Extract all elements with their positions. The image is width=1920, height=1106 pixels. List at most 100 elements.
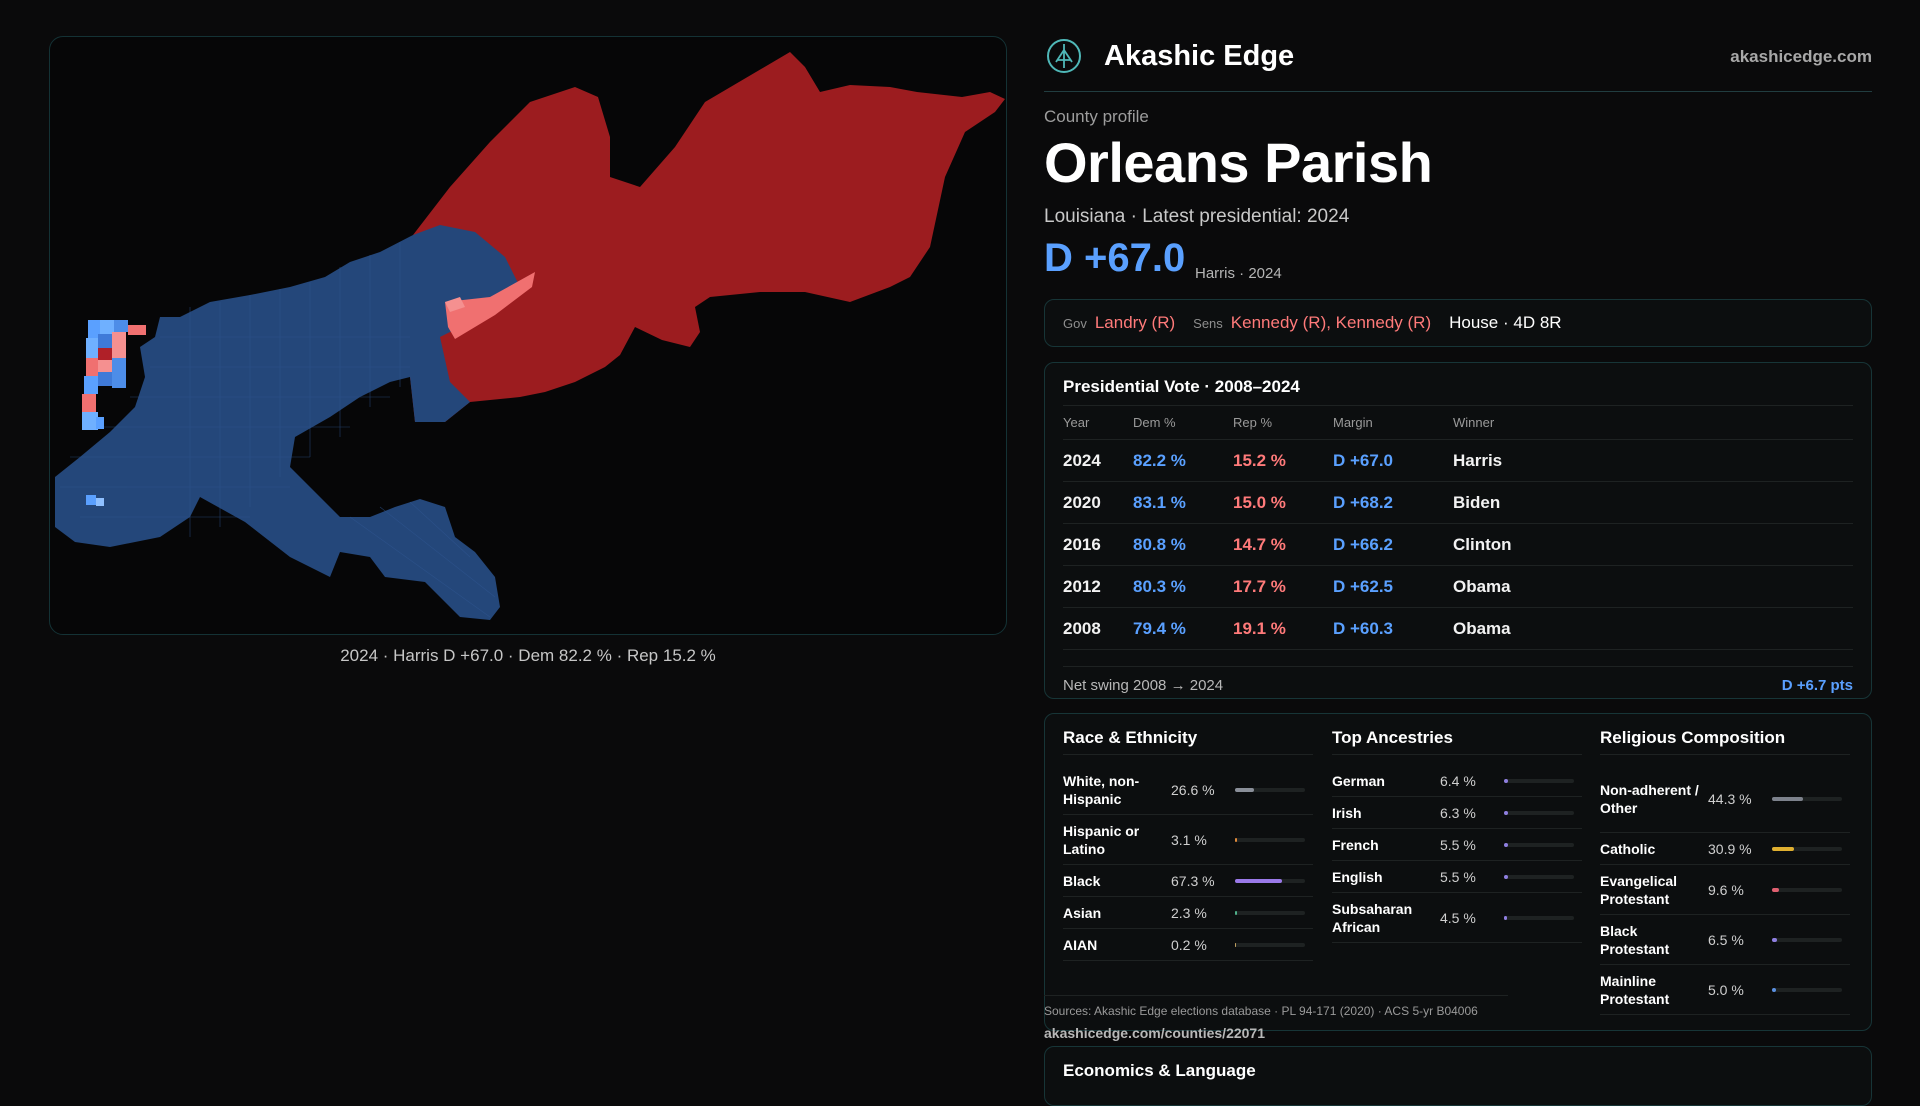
race-column: Race & Ethnicity White, non-Hispanic 26.6… (1063, 728, 1313, 961)
profile-subtitle: Louisiana · Latest presidential: 2024 (1044, 206, 1350, 227)
demo-bar-fill (1504, 778, 1509, 783)
demo-bar-track (1504, 778, 1574, 783)
map-west-edge-precincts[interactable] (82, 320, 146, 506)
cell-margin: D +67.0 (1333, 439, 1453, 482)
demo-row: Hispanic or Latino 3.1 % (1063, 815, 1313, 865)
demo-row-pct: 6.5 % (1708, 931, 1744, 948)
presidential-vote-table: Year Dem % Rep % Margin Winner 2024 82.2… (1063, 405, 1853, 650)
house-delegation: House · 4D 8R (1449, 313, 1562, 332)
demo-bar-fill (1235, 787, 1254, 792)
demo-row-label: Non-adherent / Other (1600, 781, 1699, 816)
demo-bar-fill (1772, 796, 1803, 801)
demo-bar-track (1235, 942, 1305, 947)
demo-row-pct: 26.6 % (1171, 781, 1215, 798)
demo-row: White, non-Hispanic 26.6 % (1063, 765, 1313, 815)
demo-bar-fill (1504, 915, 1508, 920)
cell-rep: 19.1 % (1233, 607, 1333, 650)
demo-row-label: German (1332, 772, 1385, 789)
map-region-dem-west[interactable] (55, 225, 520, 620)
table-row[interactable]: 2016 80.8 % 14.7 % D +66.2 Clinton (1063, 523, 1853, 566)
table-row[interactable]: 2012 80.3 % 17.7 % D +62.5 Obama (1063, 565, 1853, 608)
senators-value: Kennedy (R), Kennedy (R) (1230, 313, 1432, 332)
religion-column: Religious Composition Non-adherent / Oth… (1600, 728, 1850, 1015)
cell-margin: D +60.3 (1333, 607, 1453, 650)
demo-bar-track (1235, 837, 1305, 842)
demo-row-label: Evangelical Protestant (1600, 872, 1678, 907)
cell-dem: 82.2 % (1133, 439, 1233, 482)
demo-row-pct: 0.2 % (1171, 936, 1207, 953)
demo-row-pct: 5.0 % (1708, 981, 1744, 998)
col-header-year: Year (1063, 405, 1133, 440)
demo-row: Mainline Protestant 5.0 % (1600, 965, 1850, 1015)
demo-row-pct: 6.4 % (1440, 772, 1476, 789)
demo-bar-fill (1504, 842, 1508, 847)
presidential-vote-card: Presidential Vote · 2008–2024 Year Dem %… (1044, 362, 1872, 699)
table-row[interactable]: 2020 83.1 % 15.0 % D +68.2 Biden (1063, 481, 1853, 524)
demo-bar-track (1235, 878, 1305, 883)
map-precinct-rep-small[interactable] (445, 297, 465, 312)
county-profile-panel: Akashic Edge akashicedge.com County prof… (1044, 0, 1872, 1106)
sources-note: Sources: Akashic Edge elections database… (1044, 995, 1508, 1018)
demo-bar-track (1772, 987, 1842, 992)
cell-margin: D +62.5 (1333, 565, 1453, 608)
cell-year: 2020 (1063, 481, 1133, 524)
economics-card: Economics & Language (1044, 1046, 1872, 1106)
demo-row: Catholic 30.9 % (1600, 833, 1850, 865)
col-header-rep: Rep % (1233, 405, 1333, 440)
cell-rep: 15.2 % (1233, 439, 1333, 482)
margin-note: Harris · 2024 (1195, 265, 1282, 282)
demo-row-label: Catholic (1600, 840, 1656, 857)
map-region-rep-east[interactable] (410, 52, 1005, 422)
precinct-map[interactable] (50, 37, 1007, 635)
cell-rep: 15.0 % (1233, 481, 1333, 524)
demo-bar-fill (1504, 810, 1509, 815)
demo-row-label: Black (1063, 872, 1101, 889)
demo-row: Evangelical Protestant 9.6 % (1600, 865, 1850, 915)
demo-bar-track (1772, 937, 1842, 942)
demo-bar-fill (1772, 987, 1776, 992)
col-header-winner: Winner (1453, 405, 1853, 440)
cell-year: 2012 (1063, 565, 1133, 608)
table-row[interactable]: 2008 79.4 % 19.1 % D +60.3 Obama (1063, 607, 1853, 650)
cell-dem: 83.1 % (1133, 481, 1233, 524)
demo-bar-fill (1772, 846, 1794, 851)
page-title: Orleans Parish (1044, 131, 1433, 194)
governor-value: Landry (R) (1094, 313, 1176, 332)
demo-bar-fill (1235, 910, 1237, 915)
demo-bar-track (1504, 810, 1574, 815)
col-header-margin: Margin (1333, 405, 1453, 440)
demo-bar-track (1772, 796, 1842, 801)
cell-margin: D +68.2 (1333, 481, 1453, 524)
county-map[interactable] (49, 36, 1007, 635)
brand-name: Akashic Edge (1104, 40, 1295, 72)
net-swing-value: D +6.7 pts (1781, 677, 1853, 694)
cell-dem: 79.4 % (1133, 607, 1233, 650)
brand-header: Akashic Edge akashicedge.com (1044, 34, 1872, 92)
economics-title: Economics & Language (1063, 1061, 1256, 1080)
gov-label: Gov (1063, 316, 1087, 331)
ancestry-title: Top Ancestries (1332, 728, 1582, 755)
demo-bar-track (1504, 915, 1574, 920)
demo-bar-track (1504, 874, 1574, 879)
demo-row-label: Asian (1063, 904, 1102, 921)
demo-row-pct: 67.3 % (1171, 872, 1215, 889)
sens-label: Sens (1193, 316, 1223, 331)
religion-title: Religious Composition (1600, 728, 1850, 755)
demo-row: Asian 2.3 % (1063, 897, 1313, 929)
demo-row-pct: 9.6 % (1708, 881, 1744, 898)
ancestry-column: Top Ancestries German 6.4 % Irish 6.3 % Fren… (1332, 728, 1582, 943)
demo-bar-fill (1772, 937, 1777, 942)
source-url[interactable]: akashicedge.com/counties/22071 (1044, 1025, 1265, 1041)
cell-winner: Obama (1453, 565, 1853, 608)
cell-year: 2016 (1063, 523, 1133, 566)
demo-row: German 6.4 % (1332, 765, 1582, 797)
map-precinct-rep-cluster[interactable] (445, 272, 535, 339)
cell-dem: 80.8 % (1133, 523, 1233, 566)
demo-row-label: White, non-Hispanic (1063, 772, 1140, 807)
table-row[interactable]: 2024 82.2 % 15.2 % D +67.0 Harris (1063, 439, 1853, 482)
brand-url[interactable]: akashicedge.com (1730, 47, 1872, 66)
demo-bar-track (1772, 846, 1842, 851)
cell-year: 2008 (1063, 607, 1133, 650)
demo-row-pct: 2.3 % (1171, 904, 1207, 921)
cell-year: 2024 (1063, 439, 1133, 482)
